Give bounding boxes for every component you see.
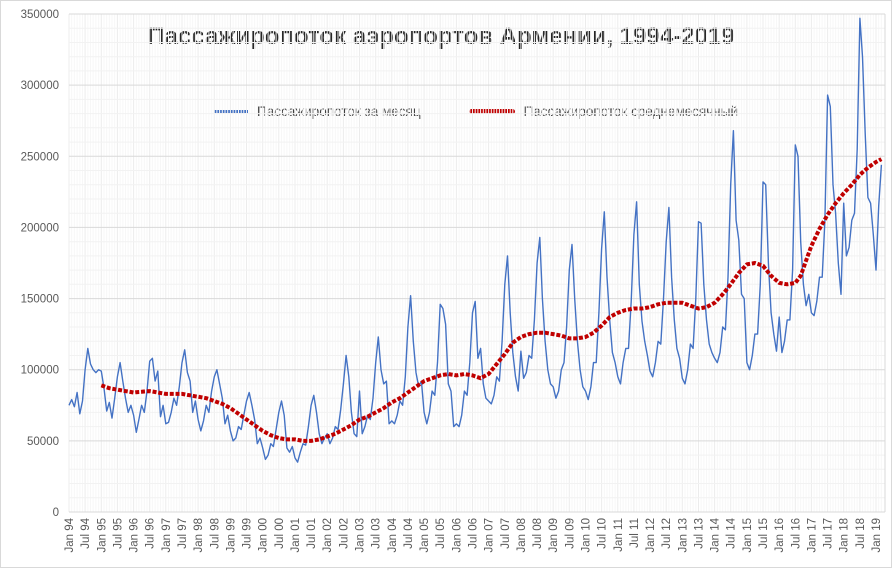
x-tick-label: Jul 13	[694, 518, 706, 549]
x-tick-label: Jan 18	[839, 518, 851, 553]
x-tick-label: Jul 97	[177, 518, 189, 549]
x-tick-label: Jan 02	[322, 518, 334, 553]
x-tick-label: Jan 04	[387, 517, 399, 552]
x-tick-label: Jan 96	[129, 518, 141, 553]
x-tick-label: Jan 00	[258, 518, 270, 553]
x-tick-label: Jan 11	[613, 518, 625, 552]
x-tick-label: Jul 94	[80, 517, 92, 548]
y-tick-label: 150000	[21, 294, 59, 306]
x-tick-label: Jan 17	[806, 518, 818, 553]
x-tick-label: Jul 98	[209, 518, 221, 549]
x-tick-label: Jul 10	[597, 518, 609, 549]
x-tick-label: Jul 04	[403, 517, 415, 548]
x-tick-label: Jul 00	[274, 518, 286, 549]
x-tick-label: Jul 06	[468, 518, 480, 549]
y-tick-label: 300000	[21, 80, 59, 92]
x-tick-label: Jul 08	[532, 518, 544, 549]
x-tick-label: Jul 09	[564, 518, 576, 549]
y-tick-label: 50000	[27, 436, 59, 448]
x-tick-label: Jan 10	[581, 518, 593, 553]
x-tick-label: Jan 95	[96, 518, 108, 553]
monthly-series-line	[68, 17, 883, 463]
x-tick-label: Jan 05	[419, 518, 431, 553]
x-tick-label: Jul 03	[371, 518, 383, 549]
monthly-series-swatch-icon	[214, 110, 248, 113]
average-series-line	[100, 157, 883, 443]
x-tick-label: Jul 11	[629, 518, 641, 548]
x-tick-label: Jul 15	[758, 518, 770, 549]
x-tick-label: Jan 98	[193, 518, 205, 553]
x-tick-label: Jan 16	[774, 518, 786, 553]
x-tick-label: Jul 07	[500, 518, 512, 549]
y-tick-label: 350000	[21, 9, 59, 21]
x-tick-label: Jul 12	[661, 518, 673, 549]
x-tick-label: Jul 16	[790, 518, 802, 549]
x-tick-label: Jan 06	[451, 518, 463, 553]
x-tick-label: Jul 01	[306, 518, 318, 549]
y-tick-label: 100000	[21, 365, 59, 377]
x-tick-label: Jul 96	[145, 518, 157, 549]
x-tick-label: Jul 18	[855, 518, 867, 549]
x-tick-label: Jan 03	[355, 518, 367, 553]
y-tick-label: 250000	[21, 151, 59, 163]
x-tick-label: Jan 08	[516, 518, 528, 553]
x-tick-label: Jan 19	[871, 518, 883, 553]
x-tick-label: Jul 95	[112, 518, 124, 549]
x-tick-label: Jan 12	[645, 518, 657, 553]
y-tick-label: 200000	[21, 222, 59, 234]
x-tick-label: Jul 14	[726, 517, 738, 548]
x-tick-label: Jan 15	[742, 518, 754, 553]
x-tick-label: Jan 07	[484, 518, 496, 553]
x-tick-label: Jul 02	[338, 518, 350, 549]
x-tick-label: Jan 99	[225, 518, 237, 553]
x-tick-label: Jan 01	[290, 518, 302, 553]
x-tick-label: Jan 09	[548, 518, 560, 553]
x-tick-label: Jul 05	[435, 518, 447, 549]
x-tick-label: Jan 14	[710, 517, 722, 552]
x-tick-label: Jan 94	[64, 517, 76, 552]
x-tick-label: Jan 13	[677, 518, 689, 553]
x-tick-label: Jan 97	[161, 518, 173, 553]
x-tick-label: Jul 17	[823, 518, 835, 549]
x-tick-label: Jul 99	[242, 518, 254, 549]
y-tick-label: 0	[53, 507, 59, 519]
